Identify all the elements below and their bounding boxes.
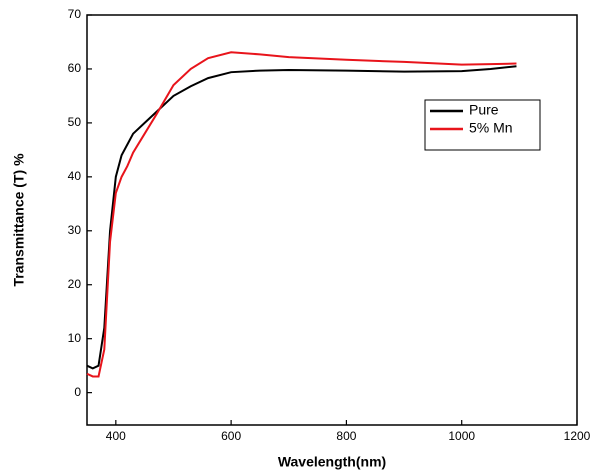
y-tick-label: 10 xyxy=(68,331,82,345)
x-tick-label: 600 xyxy=(221,429,241,443)
legend-label: 5% Mn xyxy=(469,120,513,136)
x-tick-label: 1000 xyxy=(448,429,475,443)
y-tick-label: 60 xyxy=(68,61,82,75)
y-tick-label: 30 xyxy=(68,223,82,237)
y-tick-label: 70 xyxy=(68,7,82,21)
x-tick-label: 1200 xyxy=(564,429,591,443)
legend-box xyxy=(424,99,541,151)
y-tick-label: 20 xyxy=(68,277,82,291)
y-tick-label: 40 xyxy=(68,169,82,183)
y-tick-label: 50 xyxy=(68,115,82,129)
legend-label: Pure xyxy=(469,102,499,118)
y-tick-label: 0 xyxy=(74,385,81,399)
y-axis-label: Transmittance (T) % xyxy=(11,153,27,287)
data-line xyxy=(86,51,517,378)
plot-frame xyxy=(86,14,578,426)
x-tick-label: 800 xyxy=(336,429,356,443)
x-tick-label: 400 xyxy=(106,429,126,443)
x-axis-label: Wavelength(nm) xyxy=(278,454,386,470)
